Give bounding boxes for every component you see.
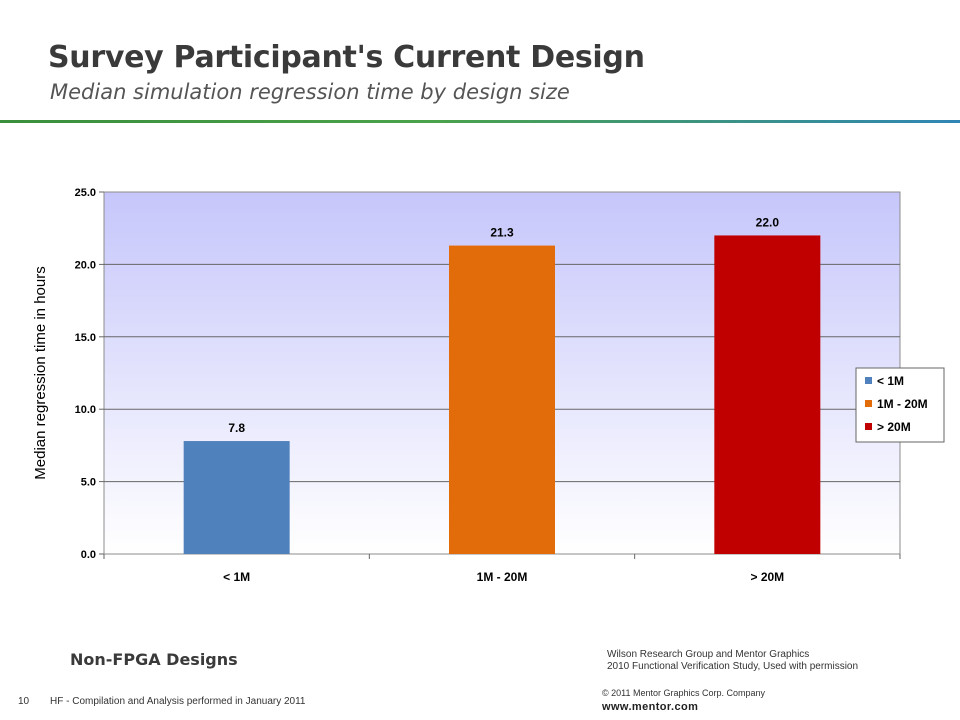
legend-label: < 1M (877, 374, 904, 388)
bar (714, 235, 821, 554)
source-credit: Wilson Research Group and Mentor Graphic… (607, 649, 858, 673)
legend: < 1M 1M - 20M > 20M (855, 367, 945, 443)
page-number: 10 (18, 696, 30, 707)
website-link[interactable]: www.mentor.com (602, 701, 699, 713)
x-axis-ticks: < 1M 1M - 20M > 20M (103, 554, 901, 584)
y-tick-label: 25.0 (75, 187, 96, 199)
legend-swatch (865, 400, 872, 407)
slide-title: Survey Participant's Current Design (48, 40, 645, 75)
y-tick-label: 20.0 (75, 259, 96, 271)
legend-swatch (865, 423, 872, 430)
x-tick-label: > 20M (750, 570, 784, 584)
legend-swatch (865, 377, 872, 384)
x-tick-label: 1M - 20M (477, 570, 528, 584)
bar-value-label: 22.0 (756, 215, 780, 229)
y-tick-label: 15.0 (75, 332, 96, 344)
analysis-note: HF - Compilation and Analysis performed … (50, 696, 306, 707)
bar-value-labels: 7.8 21.3 22.0 (228, 215, 779, 435)
title-divider (0, 120, 960, 123)
slide-subtitle: Median simulation regression time by des… (50, 80, 570, 104)
source-line-2: 2010 Functional Verification Study, Used… (607, 661, 859, 672)
y-tick-label: 0.0 (81, 549, 96, 561)
bar-value-label: 7.8 (228, 421, 245, 435)
source-line-1: Wilson Research Group and Mentor Graphic… (607, 649, 810, 660)
y-axis-ticks: 0.0 5.0 10.0 15.0 20.0 25.0 (75, 187, 104, 561)
y-tick-label: 5.0 (81, 477, 96, 489)
legend-label: > 20M (877, 420, 911, 434)
bar (183, 441, 290, 554)
copyright: © 2011 Mentor Graphics Corp. Company (602, 688, 766, 698)
x-tick-label: < 1M (223, 570, 250, 584)
bars (183, 235, 821, 555)
y-tick-label: 10.0 (75, 404, 96, 416)
bar-value-label: 21.3 (490, 226, 514, 240)
y-axis-label: Median regression time in hours (32, 266, 49, 479)
bar (449, 245, 555, 555)
footer-label: Non-FPGA Designs (70, 650, 238, 669)
legend-label: 1M - 20M (877, 397, 928, 411)
